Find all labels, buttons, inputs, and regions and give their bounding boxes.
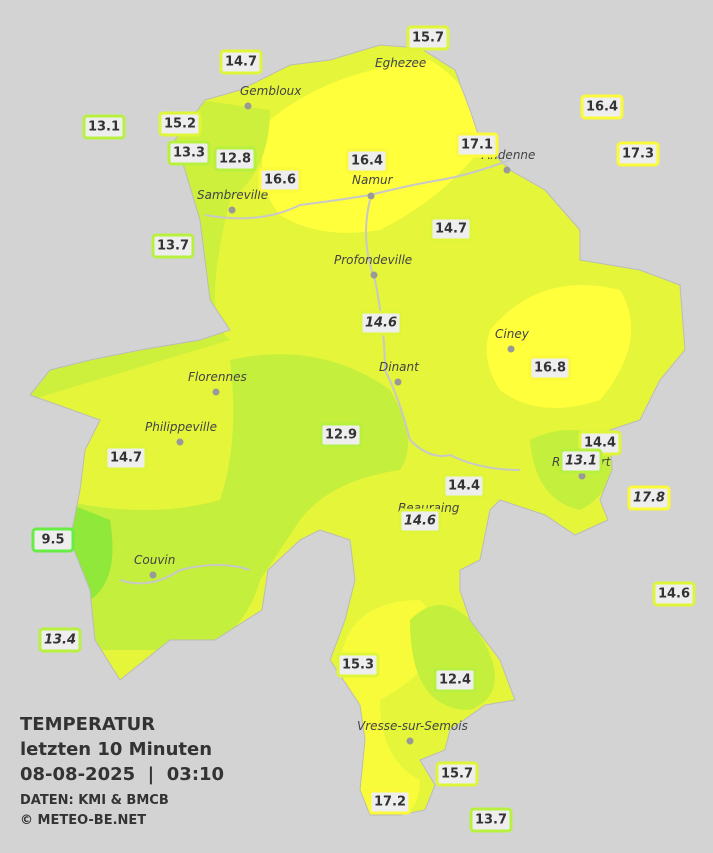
station-value: 16.6 xyxy=(264,173,296,188)
station-value: 14.4 xyxy=(448,479,480,494)
warm-zone xyxy=(262,60,480,233)
city-label: Ciney xyxy=(495,327,530,341)
station-box xyxy=(429,216,473,242)
city-label: Sambreville xyxy=(197,188,268,202)
station-value: 16.8 xyxy=(534,361,566,376)
station-value: 13.7 xyxy=(157,239,189,254)
city-label: Profondeville xyxy=(334,253,412,267)
station-box xyxy=(455,132,499,158)
station-value: 14.6 xyxy=(658,587,690,602)
station-box xyxy=(213,146,257,172)
city-label: Dinant xyxy=(379,360,420,374)
station-value: 14.4 xyxy=(584,436,616,451)
station-box xyxy=(336,652,380,678)
station-value: 16.4 xyxy=(351,154,383,169)
city-dot xyxy=(367,192,375,200)
city-dot xyxy=(370,271,378,279)
station-value: 13.4 xyxy=(44,633,76,648)
city-dot xyxy=(244,102,252,110)
city-label: Vresse-sur-Semois xyxy=(357,719,468,733)
station-box xyxy=(398,508,442,534)
station-box xyxy=(580,94,624,120)
station-box xyxy=(167,140,211,166)
station-box xyxy=(616,141,660,167)
station-value: 14.7 xyxy=(435,222,467,237)
station-value: 12.8 xyxy=(219,152,251,167)
station-value: 17.8 xyxy=(633,491,665,506)
station-box xyxy=(435,761,479,787)
station-value: 14.6 xyxy=(404,514,436,529)
station-value: 15.3 xyxy=(342,658,374,673)
station-box xyxy=(31,527,75,553)
city-label: Gembloux xyxy=(240,84,302,98)
subtitle: letzten 10 Minuten xyxy=(20,739,212,760)
city-dot xyxy=(394,378,402,386)
station-value: 13.1 xyxy=(88,120,120,135)
warm-zone xyxy=(486,285,632,408)
station-value: 14.6 xyxy=(365,316,397,331)
station-box xyxy=(652,581,696,607)
station-value: 12.9 xyxy=(325,428,357,443)
credit: © METEO-BE.NET xyxy=(20,813,146,828)
city-label: Couvin xyxy=(134,553,175,567)
station-value: 16.4 xyxy=(586,100,618,115)
station-value: 13.7 xyxy=(475,813,507,828)
station-box xyxy=(406,25,450,51)
city-label: Philippeville xyxy=(145,420,217,434)
station-box xyxy=(433,667,477,693)
city-label: Florennes xyxy=(188,370,247,384)
station-value: 17.1 xyxy=(461,138,493,153)
city-dot xyxy=(212,388,220,396)
station-value: 15.7 xyxy=(441,767,473,782)
station-value: 15.2 xyxy=(164,117,196,132)
station-box xyxy=(38,627,82,653)
station-box xyxy=(151,233,195,259)
station-box xyxy=(82,114,126,140)
station-box xyxy=(219,49,263,75)
station-value: 14.7 xyxy=(110,451,142,466)
city-dot xyxy=(176,438,184,446)
city-dot xyxy=(228,206,236,214)
station-value: 17.2 xyxy=(374,795,406,810)
station-value: 14.7 xyxy=(225,55,257,70)
station-box xyxy=(158,111,202,137)
station-box xyxy=(104,445,148,471)
station-box xyxy=(627,485,671,511)
station-value: 15.7 xyxy=(412,31,444,46)
station-box xyxy=(359,310,403,336)
station-box xyxy=(469,807,513,833)
station-box xyxy=(559,448,603,474)
city-dot xyxy=(149,571,157,579)
station-value: 9.5 xyxy=(41,533,64,548)
city-label: Eghezee xyxy=(375,56,426,70)
city-dot xyxy=(578,472,586,480)
station-box xyxy=(319,422,363,448)
station-box xyxy=(368,789,412,815)
city-dot xyxy=(406,737,414,745)
station-box xyxy=(442,473,486,499)
credit: DATEN: KMI & BMCB xyxy=(20,793,169,808)
station-value: 13.3 xyxy=(173,146,205,161)
timestamp: 08-08-2025 | 03:10 xyxy=(20,764,224,785)
station-value: 12.4 xyxy=(439,673,471,688)
city-label: Namur xyxy=(352,173,394,187)
city-dot xyxy=(507,345,515,353)
station-box xyxy=(528,355,572,381)
station-value: 13.1 xyxy=(565,454,597,469)
title: TEMPERATUR xyxy=(20,714,155,735)
station-box xyxy=(258,167,302,193)
city-dot xyxy=(503,166,511,174)
station-box xyxy=(345,148,389,174)
station-value: 17.3 xyxy=(622,147,654,162)
